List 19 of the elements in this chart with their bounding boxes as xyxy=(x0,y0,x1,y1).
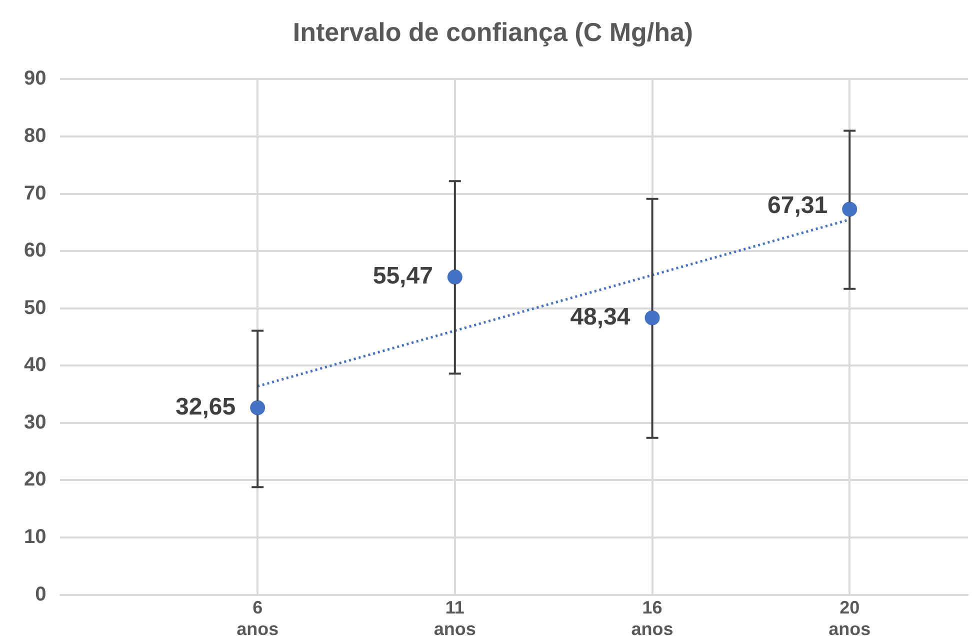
y-tick-label: 20 xyxy=(24,468,46,491)
y-tick-label: 40 xyxy=(24,354,46,376)
y-tick-label: 90 xyxy=(24,68,46,90)
x-tick-label: 16 anos xyxy=(631,598,674,640)
y-tick-label: 50 xyxy=(24,296,46,319)
y-tick-label: 70 xyxy=(24,182,46,204)
data-label: 67,31 xyxy=(768,192,828,219)
x-tick-label: 6 anos xyxy=(236,598,279,640)
data-label: 55,47 xyxy=(372,262,433,290)
data-label: 32,65 xyxy=(176,393,236,420)
y-tick-label: 10 xyxy=(24,526,46,548)
x-tick-label: 11 anos xyxy=(434,598,476,640)
y-tick-label: 0 xyxy=(35,583,46,606)
y-tick-label: 80 xyxy=(24,125,46,148)
data-label: 48,34 xyxy=(570,303,631,330)
x-tick-label: 20 anos xyxy=(828,598,871,640)
y-tick-label: 60 xyxy=(24,240,46,262)
chart-title: Intervalo de confiança (C Mg/ha) xyxy=(292,16,694,47)
y-tick-label: 30 xyxy=(24,411,46,434)
